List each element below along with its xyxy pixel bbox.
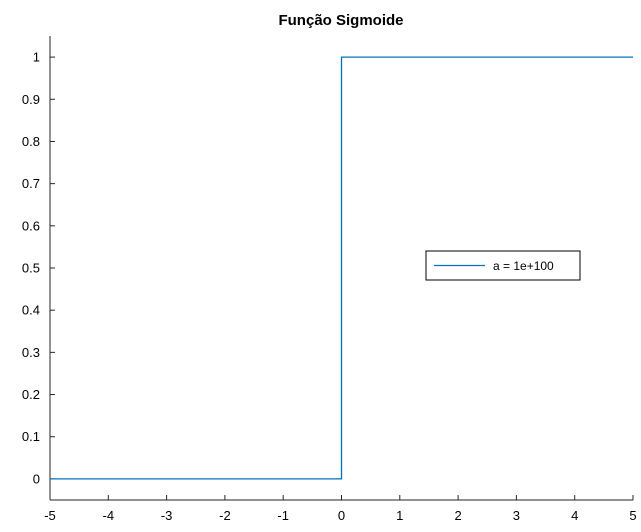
chart-title: Função Sigmoide [278, 12, 403, 29]
x-tick-label: 3 [513, 508, 520, 523]
plot-area [50, 56, 633, 480]
y-tick-label: 0.1 [22, 429, 40, 444]
x-tick-label: -4 [103, 508, 115, 523]
series-line [50, 56, 633, 480]
y-tick-label: 0.4 [22, 303, 40, 318]
x-tick-label: 2 [454, 508, 461, 523]
y-tick-label: 1 [33, 50, 40, 65]
y-tick-label: 0.3 [22, 345, 40, 360]
x-tick-label: -3 [161, 508, 173, 523]
y-tick-label: 0.8 [22, 134, 40, 149]
y-tick-label: 0.2 [22, 387, 40, 402]
y-tick-label: 0.5 [22, 261, 40, 276]
legend: a = 1e+100 [425, 250, 581, 281]
x-tick-label: -5 [44, 508, 56, 523]
y-tick-label: 0.9 [22, 92, 40, 107]
x-tick-label: -2 [219, 508, 231, 523]
axes: -5 -4 -3 -2 -1 0 1 2 3 4 5 0 0.1 0.2 0.3 0.4 0.5 0.6 0.7 0.… [22, 36, 637, 523]
x-tick-label: 4 [571, 508, 578, 523]
x-tick-label: 1 [396, 508, 403, 523]
x-tick-label: 5 [629, 508, 636, 523]
legend-label: a = 1e+100 [493, 259, 554, 273]
y-tick-label: 0.6 [22, 218, 40, 233]
y-tick-label: 0 [33, 471, 40, 486]
x-tick-label: 0 [338, 508, 345, 523]
x-tick-label: -1 [277, 508, 289, 523]
y-tick-label: 0.7 [22, 176, 40, 191]
